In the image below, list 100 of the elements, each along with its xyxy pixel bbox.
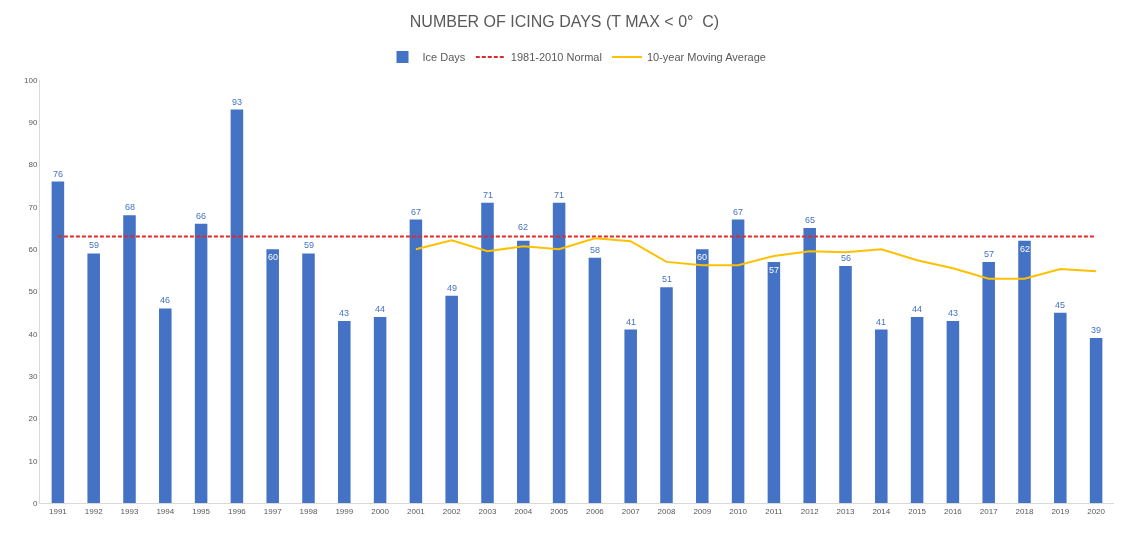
bar	[373, 316, 387, 503]
x-tick-label: 1999	[335, 506, 354, 516]
legend-label: Ice Days	[422, 51, 466, 64]
data-label: 59	[304, 240, 315, 250]
x-tick-label: 2018	[1015, 506, 1034, 516]
y-tick-label: 30	[28, 371, 38, 381]
data-label: 39	[1091, 325, 1102, 335]
x-tick-label: 1993	[120, 506, 139, 516]
data-label: 56	[841, 253, 852, 263]
x-tick-label: 2014	[872, 506, 891, 516]
data-label: 43	[948, 308, 959, 318]
x-tick-label: 2006	[586, 506, 605, 516]
x-tick-label: 1996	[228, 506, 247, 516]
data-label: 41	[876, 317, 887, 327]
bar	[946, 321, 960, 503]
x-tick-label: 2004	[514, 506, 533, 516]
bar	[1018, 240, 1031, 503]
data-label: 49	[447, 283, 458, 293]
data-label: 58	[590, 245, 601, 255]
bar	[517, 240, 530, 503]
data-label: 68	[125, 202, 136, 212]
x-tick-label: 2001	[407, 506, 426, 516]
data-label: 62	[518, 222, 529, 232]
bar	[731, 219, 745, 503]
data-label: 44	[375, 304, 386, 314]
bar	[481, 202, 494, 503]
x-tick-label: 1992	[84, 506, 104, 516]
data-label: 60	[268, 252, 279, 262]
data-label: 62	[1020, 244, 1031, 254]
bar	[87, 253, 100, 503]
y-tick-label: 40	[28, 329, 38, 339]
data-label: 43	[339, 308, 350, 318]
x-tick-label: 2002	[442, 506, 462, 516]
legend-label: 1981-2010 Normal	[510, 51, 602, 64]
bar	[803, 228, 816, 503]
bar	[338, 321, 351, 503]
data-label: 67	[733, 207, 744, 217]
x-tick-label: 2020	[1087, 506, 1106, 516]
bar	[123, 215, 136, 503]
data-label: 44	[912, 304, 923, 314]
data-label: 71	[554, 190, 565, 200]
bar	[194, 223, 208, 503]
y-tick-label: 80	[28, 160, 38, 170]
data-label: 57	[984, 249, 995, 259]
x-tick-label: 2013	[836, 506, 855, 516]
legend-label: 10-year Moving Average	[646, 51, 766, 64]
bar	[1054, 312, 1067, 503]
y-tick-label: 20	[28, 414, 38, 424]
data-label: 51	[662, 274, 673, 284]
x-tick-label: 2010	[729, 506, 748, 516]
data-label: 71	[483, 190, 494, 200]
data-label: 65	[805, 215, 816, 225]
y-tick-label: 50	[28, 287, 38, 297]
data-label: 41	[626, 317, 637, 327]
y-tick-label: 10	[28, 456, 38, 466]
x-tick-label: 2011	[765, 506, 784, 516]
x-tick-label: 1995	[192, 506, 211, 516]
bar	[445, 295, 458, 503]
x-tick-label: 2000	[371, 506, 390, 516]
bar	[588, 257, 602, 503]
bar	[767, 261, 781, 503]
bar	[660, 287, 673, 503]
x-tick-label: 2003	[478, 506, 497, 516]
x-tick-label: 2009	[693, 506, 712, 516]
bar	[230, 109, 244, 503]
bar	[159, 308, 172, 503]
x-tick-label: 2015	[908, 506, 927, 516]
data-label: 46	[160, 295, 171, 305]
y-tick-label: 0	[32, 498, 38, 508]
chart-title: NUMBER OF ICING DAYS (T MAX < 0° C)	[409, 13, 720, 31]
y-tick-label: 90	[28, 118, 38, 128]
x-tick-label: 2007	[621, 506, 641, 516]
x-tick-label: 2005	[550, 506, 569, 516]
data-label: 57	[769, 265, 780, 275]
bar	[51, 181, 65, 503]
line-series	[414, 237, 1098, 280]
data-label: 76	[53, 169, 64, 179]
bar	[302, 253, 315, 503]
x-tick-label: 2019	[1051, 506, 1070, 516]
data-label: 60	[697, 252, 708, 262]
y-tick-label: 60	[28, 245, 38, 254]
bar	[696, 249, 709, 503]
data-label: 93	[232, 97, 243, 107]
x-tick-label: 1994	[156, 506, 175, 516]
bar	[910, 316, 924, 503]
bar	[624, 329, 637, 503]
x-tick-label: 1998	[299, 506, 318, 516]
y-tick-label: 100	[24, 75, 38, 85]
bar	[982, 261, 995, 503]
data-label: 66	[196, 211, 207, 221]
bar	[839, 266, 852, 503]
bar	[552, 202, 566, 503]
x-tick-label: 2012	[800, 506, 820, 516]
x-tick-label: 1997	[263, 506, 283, 516]
y-tick-label: 70	[28, 202, 38, 212]
x-tick-label: 1991	[49, 506, 68, 516]
bar	[875, 329, 888, 503]
bar	[1089, 338, 1103, 503]
x-tick-label: 2008	[657, 506, 676, 516]
x-tick-label: 2016	[944, 506, 963, 516]
